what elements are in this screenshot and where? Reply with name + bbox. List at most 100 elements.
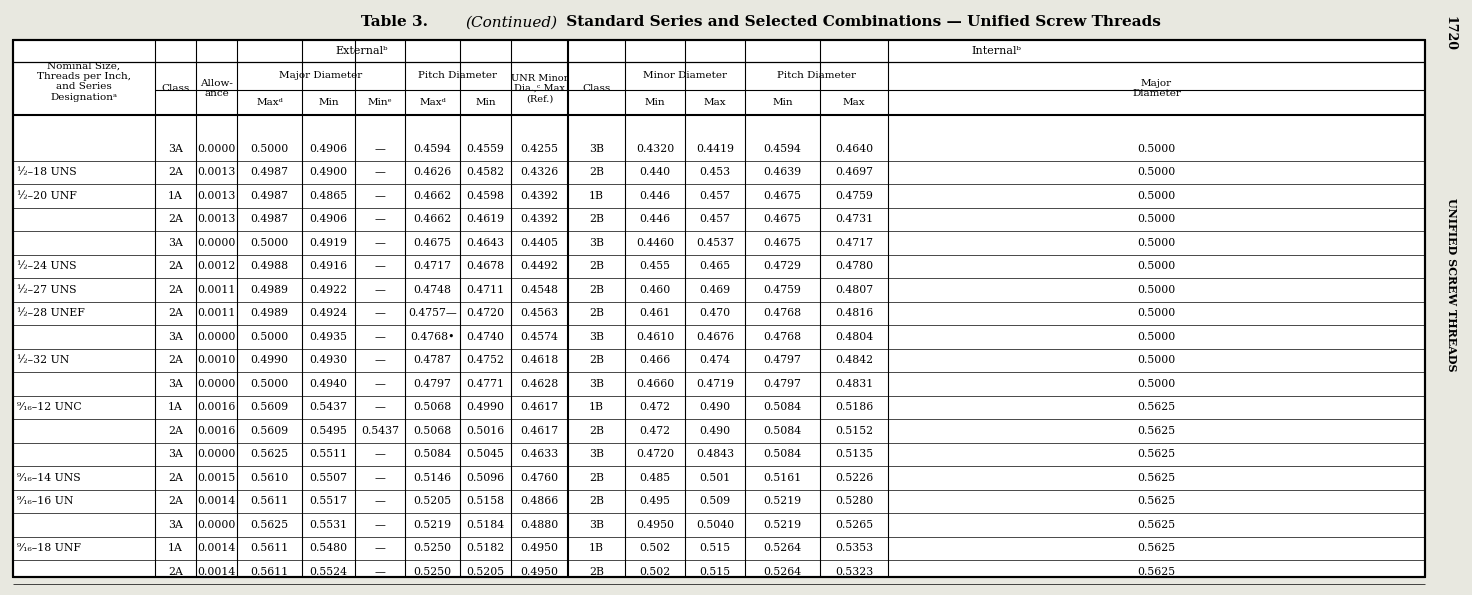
Text: —: —: [374, 308, 386, 318]
Text: 0.0000: 0.0000: [197, 379, 236, 389]
Text: 2A: 2A: [168, 285, 183, 295]
Text: 0.4559: 0.4559: [467, 144, 505, 154]
Text: 0.5000: 0.5000: [1138, 214, 1176, 224]
Text: 0.4678: 0.4678: [467, 261, 505, 271]
Text: 1A: 1A: [168, 191, 183, 201]
Text: 0.5161: 0.5161: [764, 473, 802, 483]
Text: 3B: 3B: [589, 332, 604, 342]
Text: 0.5219: 0.5219: [764, 520, 802, 530]
Text: 0.4768: 0.4768: [764, 332, 802, 342]
Text: 0.5000: 0.5000: [1138, 144, 1176, 154]
Text: 0.4843: 0.4843: [696, 449, 735, 459]
Text: 0.485: 0.485: [639, 473, 671, 483]
Text: 1B: 1B: [589, 191, 604, 201]
Text: 2B: 2B: [589, 285, 604, 295]
Text: 0.4419: 0.4419: [696, 144, 735, 154]
Text: 0.4906: 0.4906: [309, 214, 347, 224]
Text: 0.5000: 0.5000: [1138, 261, 1176, 271]
Text: 0.4950: 0.4950: [521, 543, 558, 553]
Text: 0.4610: 0.4610: [636, 332, 674, 342]
Text: 0.5495: 0.5495: [309, 426, 347, 436]
Text: 0.501: 0.501: [699, 473, 730, 483]
Text: 0.469: 0.469: [699, 285, 730, 295]
Text: ⁹⁄₁₆–18 UNF: ⁹⁄₁₆–18 UNF: [18, 543, 81, 553]
Text: 0.5480: 0.5480: [309, 543, 347, 553]
Text: 0.5507: 0.5507: [309, 473, 347, 483]
Text: 0.4720: 0.4720: [467, 308, 505, 318]
Text: —: —: [374, 144, 386, 154]
Text: 0.5250: 0.5250: [414, 543, 452, 553]
Text: 0.4768•: 0.4768•: [411, 332, 455, 342]
Text: 0.5158: 0.5158: [467, 496, 505, 506]
Text: 0.4740: 0.4740: [467, 332, 505, 342]
Text: 2B: 2B: [589, 308, 604, 318]
Text: 0.5184: 0.5184: [467, 520, 505, 530]
Text: 0.5000: 0.5000: [1138, 332, 1176, 342]
Text: 3A: 3A: [168, 520, 183, 530]
Text: Nominal Size,
Threads per Inch,
and Series
Designationᵃ: Nominal Size, Threads per Inch, and Seri…: [37, 61, 131, 102]
Text: UNIFIED SCREW THREADS: UNIFIED SCREW THREADS: [1447, 198, 1457, 372]
Text: 0.0000: 0.0000: [197, 449, 236, 459]
Text: 0.5096: 0.5096: [467, 473, 505, 483]
Text: 0.4807: 0.4807: [835, 285, 873, 295]
Text: 0.4326: 0.4326: [521, 167, 559, 177]
Text: 0.474: 0.474: [699, 355, 730, 365]
Text: 0.5084: 0.5084: [764, 449, 802, 459]
Text: ½–24 UNS: ½–24 UNS: [18, 261, 77, 271]
Text: 0.5611: 0.5611: [250, 543, 289, 553]
Text: 0.5437: 0.5437: [361, 426, 399, 436]
Text: 2A: 2A: [168, 214, 183, 224]
Text: 3A: 3A: [168, 238, 183, 248]
Text: 0.4759: 0.4759: [764, 285, 801, 295]
Text: Pitch Diameter: Pitch Diameter: [418, 71, 498, 80]
Text: 0.4628: 0.4628: [521, 379, 559, 389]
Text: 0.0000: 0.0000: [197, 332, 236, 342]
Text: 1720: 1720: [1444, 15, 1456, 51]
Text: 0.440: 0.440: [639, 167, 671, 177]
Text: 0.4759: 0.4759: [835, 191, 873, 201]
Text: 0.5016: 0.5016: [467, 426, 505, 436]
Text: —: —: [374, 473, 386, 483]
Text: 0.5186: 0.5186: [835, 402, 873, 412]
Text: 0.4760: 0.4760: [521, 473, 558, 483]
Text: Max: Max: [704, 98, 726, 107]
Text: 0.5000: 0.5000: [250, 144, 289, 154]
Text: 2B: 2B: [589, 214, 604, 224]
Text: 0.4594: 0.4594: [764, 144, 801, 154]
Text: Externalᵇ: Externalᵇ: [336, 46, 387, 56]
Text: —: —: [374, 191, 386, 201]
Text: 0.5625: 0.5625: [250, 449, 289, 459]
Text: 0.4582: 0.4582: [467, 167, 505, 177]
Text: 0.4990: 0.4990: [467, 402, 505, 412]
Text: 0.0011: 0.0011: [197, 308, 236, 318]
Text: 0.4660: 0.4660: [636, 379, 674, 389]
Text: 0.5437: 0.5437: [309, 402, 347, 412]
Text: 0.5068: 0.5068: [414, 426, 452, 436]
Text: 0.4548: 0.4548: [521, 285, 558, 295]
Text: 2B: 2B: [589, 496, 604, 506]
Text: 0.4617: 0.4617: [521, 402, 558, 412]
Text: 0.5610: 0.5610: [250, 473, 289, 483]
Text: 0.0016: 0.0016: [197, 402, 236, 412]
Text: 0.472: 0.472: [639, 402, 671, 412]
Text: 0.4633: 0.4633: [521, 449, 559, 459]
Text: 0.461: 0.461: [639, 308, 671, 318]
Text: 0.502: 0.502: [639, 543, 671, 553]
Text: 0.4990: 0.4990: [250, 355, 289, 365]
Text: 0.0012: 0.0012: [197, 261, 236, 271]
Text: 0.4780: 0.4780: [835, 261, 873, 271]
Text: 0.5625: 0.5625: [1138, 449, 1176, 459]
Text: 0.5511: 0.5511: [309, 449, 347, 459]
Text: 0.470: 0.470: [699, 308, 730, 318]
Text: 0.5264: 0.5264: [764, 543, 802, 553]
Text: 0.5625: 0.5625: [1138, 520, 1176, 530]
Text: 0.4924: 0.4924: [309, 308, 347, 318]
Text: 0.5625: 0.5625: [1138, 543, 1176, 553]
Text: 0.4675: 0.4675: [414, 238, 452, 248]
Text: 2A: 2A: [168, 567, 183, 577]
Text: 2B: 2B: [589, 567, 604, 577]
Text: Standard Series and Selected Combinations — Unified Screw Threads: Standard Series and Selected Combination…: [561, 15, 1161, 30]
Text: 0.4392: 0.4392: [521, 191, 558, 201]
Text: 0.4618: 0.4618: [521, 355, 559, 365]
Text: 0.4662: 0.4662: [414, 191, 452, 201]
